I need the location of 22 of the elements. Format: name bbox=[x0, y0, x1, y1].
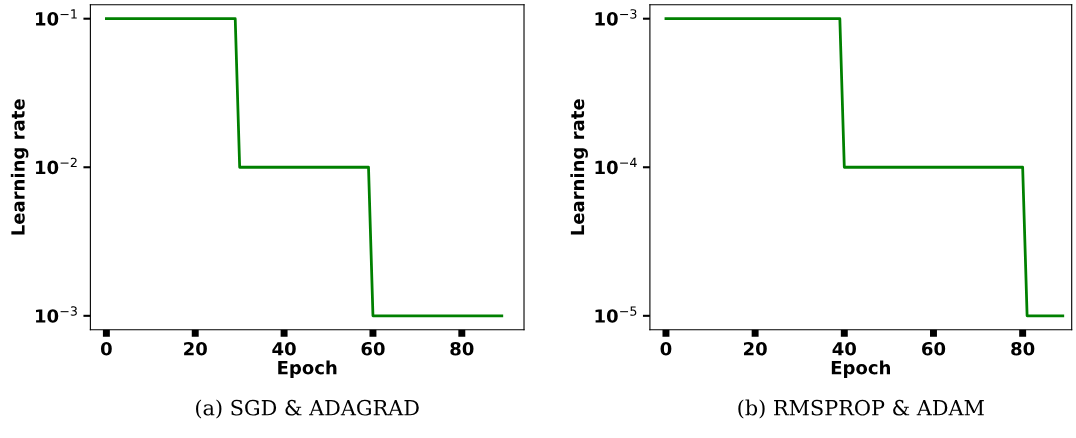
x-axis-title: Epoch bbox=[278, 360, 337, 378]
y-tick-label: 10$^{−3}$ bbox=[36, 306, 77, 323]
x-tick-label: 0 bbox=[100, 341, 112, 356]
y-tick-label: 10$^{−2}$ bbox=[36, 157, 77, 175]
x-tick-label: 20 bbox=[184, 341, 207, 356]
y-tick-label: 10$^{−4}$ bbox=[595, 157, 637, 175]
x-axis-title: Epoch bbox=[831, 360, 890, 378]
y-axis-title: Learning rate bbox=[10, 99, 29, 235]
y-axis-title: Learning rate bbox=[570, 99, 588, 235]
x-tick-label: 60 bbox=[361, 341, 385, 356]
x-tick-label: 40 bbox=[832, 341, 856, 356]
x-tick-label: 80 bbox=[1011, 341, 1035, 356]
y-tick-label: 10$^{−3}$ bbox=[595, 9, 637, 26]
x-tick-label: 20 bbox=[743, 341, 767, 356]
y-tick-label: 10$^{−5}$ bbox=[595, 306, 637, 323]
text: (a) SGD & ADAGRAD bbox=[196, 399, 419, 419]
x-tick-label: 0 bbox=[660, 341, 672, 356]
y-tick-label: 10$^{−1}$ bbox=[36, 9, 77, 26]
text: (b) RMSPROP & ADAM bbox=[738, 399, 984, 419]
x-tick-label: 40 bbox=[272, 341, 296, 356]
x-tick-label: 60 bbox=[922, 341, 946, 356]
x-tick-label: 80 bbox=[450, 341, 474, 356]
